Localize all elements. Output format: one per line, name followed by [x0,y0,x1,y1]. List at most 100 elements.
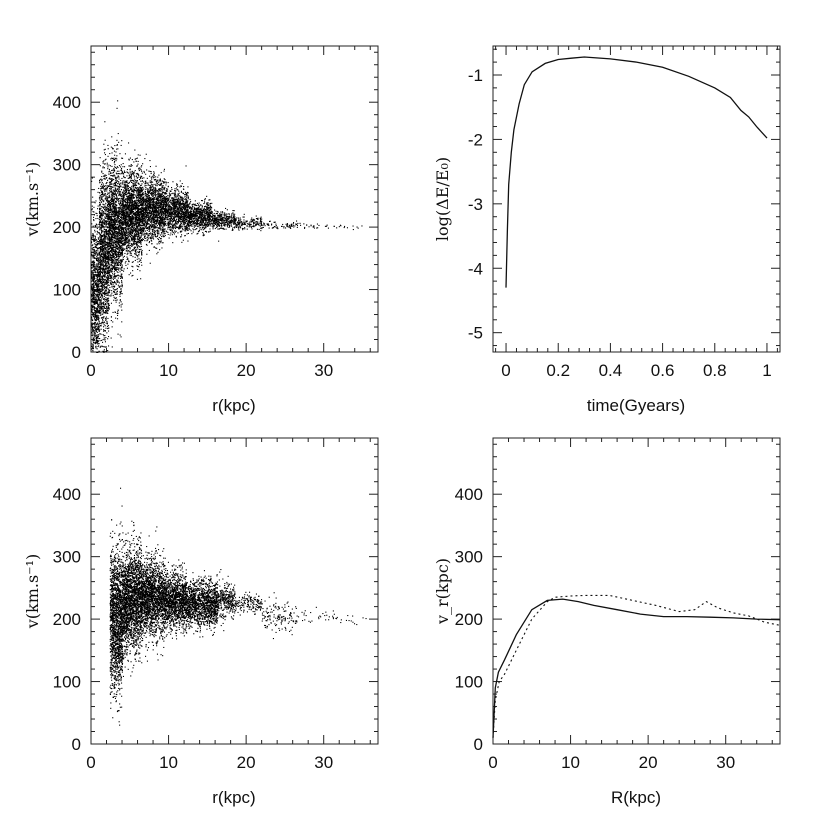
data-point [135,220,137,222]
data-point [92,350,94,352]
data-point [107,219,109,221]
data-point [104,188,106,190]
data-point [93,265,95,267]
data-point [107,281,109,283]
data-point [121,275,123,277]
data-point [98,288,100,290]
data-point [91,307,93,309]
data-point [123,209,125,211]
data-point [117,133,119,135]
data-point [106,286,108,288]
data-point [127,219,129,221]
data-point [104,176,106,178]
data-point [112,253,114,255]
data-point [107,219,109,221]
data-point [98,237,100,239]
data-point [109,202,111,204]
data-point [135,181,137,183]
data-point [91,294,93,296]
data-point [91,326,93,328]
data-point [114,210,116,212]
data-point [137,199,139,201]
data-point [122,157,124,159]
data-point [100,285,102,287]
data-point [141,252,143,254]
data-point [127,253,129,255]
data-point [113,196,115,198]
data-point [116,312,118,314]
data-point [130,165,132,167]
data-point [105,297,107,299]
data-point [106,262,108,264]
data-point [108,242,110,244]
data-point [100,276,102,278]
data-point [103,350,105,352]
data-point [117,246,119,248]
data-point [122,163,124,165]
data-point [114,217,116,219]
data-point [114,275,116,277]
data-point [102,167,104,169]
data-point [119,247,121,249]
data-point [137,212,139,214]
data-point [107,148,109,150]
data-point [134,249,136,251]
data-point [104,241,106,243]
data-point [112,239,114,241]
data-point [112,227,114,229]
data-point [115,242,117,244]
data-point [117,262,119,264]
data-point [139,198,141,200]
data-point [105,188,107,190]
data-point [110,173,112,175]
data-point [128,223,130,225]
data-point [115,276,117,278]
data-point [100,259,102,261]
data-point [110,246,112,248]
data-point [137,225,139,227]
data-point [118,236,120,238]
data-point [118,260,120,262]
data-point [129,230,131,232]
data-point [102,201,104,203]
data-point [129,211,131,213]
data-point [121,236,123,238]
data-point [132,242,134,244]
data-point [118,202,120,204]
data-point [106,272,108,274]
data-point [102,213,104,215]
data-point [98,254,100,256]
data-point [94,326,96,328]
data-point [133,188,135,190]
data-point [102,221,104,223]
data-point [112,196,114,198]
data-point [99,266,101,268]
data-point [108,267,110,269]
data-point [106,279,108,281]
data-point [99,165,101,167]
data-point [91,208,93,210]
data-point [106,220,108,222]
data-point [102,306,104,308]
data-point [100,217,102,219]
data-point [111,180,113,182]
data-point [104,275,106,277]
data-point [114,216,116,218]
data-point [136,240,138,242]
data-point [98,266,100,268]
data-point [93,206,95,208]
data-point [127,247,129,249]
data-point [98,264,100,266]
data-point [103,298,105,300]
data-point [113,253,115,255]
data-point [99,210,101,212]
data-point [92,331,94,333]
data-point [136,215,138,217]
data-point [111,285,113,287]
data-point [125,221,127,223]
data-point [110,282,112,284]
data-point [135,213,137,215]
data-point [96,301,98,303]
data-point [93,312,95,314]
data-point [133,237,135,239]
